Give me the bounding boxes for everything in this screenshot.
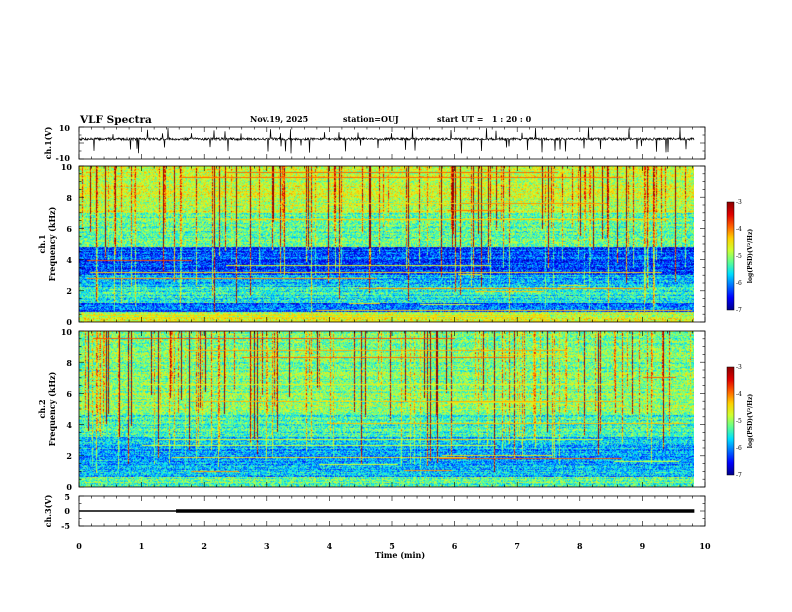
ch1-colorbar-gradient [727,202,734,310]
ch3-axis-ticks [78,495,706,527]
ch3-ytick-label-bottom: -5 [61,521,70,531]
ch1-waveform-panel: 10 -10 ch.1(V) [43,123,706,163]
ch1-waveform-line [79,127,695,154]
ch2-colorbar-tick--4: -4 [736,391,742,398]
ch2-ytick-6: 6 [66,389,72,399]
ch1-waveform-axis-ticks [78,126,706,160]
ch1-ytick-4: 4 [66,255,72,265]
header-station: station=OUJ [343,114,399,124]
ch1-colorbar: -3 -4 -5 -6 -7 log(PSD)(V²/Hz) [726,199,754,314]
ch2-colorbar-label: log(PSD)(V²/Hz) [747,394,754,449]
xtick-label-6: 6 [452,541,458,551]
ch1-colorbar-tick--5: -5 [736,253,742,260]
time-axis-xlabel: Time (min) [375,550,425,560]
ch1-colorbar-tick--7: -7 [736,307,742,314]
ch2-colorbar-tick--5: -5 [736,418,742,425]
ch1-ytick-0: 0 [66,317,72,327]
ch1-frequency-tick-labels: 0 2 4 6 8 10 [61,162,73,327]
xtick-label-4: 4 [327,541,333,551]
ch3-ytick-label-mid: 0 [64,506,70,516]
ch2-spectrogram-image [79,331,694,487]
xtick-label-10: 10 [699,541,711,551]
ch1-spectrogram-image [79,166,694,322]
xtick-label-1: 1 [139,541,145,551]
ch1-colorbar-tick--6: -6 [736,280,742,287]
xtick-label-9: 9 [640,541,646,551]
ch1-colorbar-tick-labels: -3 -4 -5 -6 -7 [736,199,742,314]
ch2-colorbar-tick-labels: -3 -4 -5 -6 -7 [736,364,742,479]
ch2-ytick-10: 10 [61,327,73,337]
ch2-colorbar: -3 -4 -5 -6 -7 log(PSD)(V²/Hz) [726,364,754,479]
ch2-ytick-4: 4 [66,420,72,430]
ch1-spectrogram-frame [78,165,706,323]
ch2-ytick-8: 8 [66,358,72,368]
ch2-colorbar-tick--7: -7 [736,472,742,479]
figure-title: VLF Spectra [79,114,152,126]
ch2-colorbar-frame [726,366,735,476]
ch1-colorbar-frame [726,201,735,311]
header-start-time: start UT = 1 : 20 : 0 [437,114,532,124]
ch2-colorbar-gradient [727,367,734,475]
ch3-level-frame [78,495,706,527]
ch2-ytick-0: 0 [66,482,72,492]
ch2-spectrogram-ylabel: ch.2Frequency (kHz) [37,371,57,446]
ch2-colorbar-tick--6: -6 [736,445,742,452]
ch1-waveform-trace [79,127,695,154]
ch1-ytick-10: 10 [61,162,73,172]
xtick-label-8: 8 [577,541,583,551]
xtick-label-7: 7 [514,541,520,551]
figure-header: VLF Spectra Nov.19, 2025 station=OUJ sta… [79,114,532,126]
ch1-waveform-frame [78,126,706,160]
ch1-spectrogram-axis-ticks [78,165,706,323]
ch2-frequency-tick-labels: 0 2 4 6 8 10 [61,327,73,492]
ch1-colorbar-label: log(PSD)(V²/Hz) [747,229,754,284]
xtick-label-0: 0 [76,541,82,551]
ch1-ytick-2: 2 [66,286,72,296]
xtick-label-3: 3 [264,541,270,551]
ch1-spectrogram-ylabel: ch.1Frequency (kHz) [37,206,57,281]
xtick-label-2: 2 [201,541,207,551]
ch1-spectrogram-panel: 0 2 4 6 8 10 ch.1Frequency (kHz) [37,162,706,327]
ch1-ytick-6: 6 [66,224,72,234]
time-axis-tick-labels: 0 1 2 3 4 5 6 7 8 9 10 [76,541,711,551]
ch2-colorbar-tick--3: -3 [736,364,742,371]
ch1-colorbar-tick--4: -4 [736,226,742,233]
ch1-ytick-8: 8 [66,193,72,203]
ch3-ytick-label-top: 5 [64,492,70,502]
ch3-ylabel: ch.3(V) [43,494,53,527]
ch2-spectrogram-panel: 0 2 4 6 8 10 ch.2Frequency (kHz) [37,327,706,492]
ch1-ytick-label-bottom: -10 [56,153,71,163]
header-date: Nov.19, 2025 [250,114,308,124]
ch1-ytick-label-top: 10 [59,123,71,133]
ch1-colorbar-tick--3: -3 [736,199,742,206]
xtick-label-5: 5 [389,541,395,551]
ch2-spectrogram-frame [78,330,706,488]
ch1-waveform-ylabel: ch.1(V) [43,126,53,159]
ch2-ytick-2: 2 [66,451,72,461]
ch3-level-panel: 5 0 -5 ch.3(V) 0 1 2 3 4 5 6 7 8 9 10 Ti… [43,492,711,560]
